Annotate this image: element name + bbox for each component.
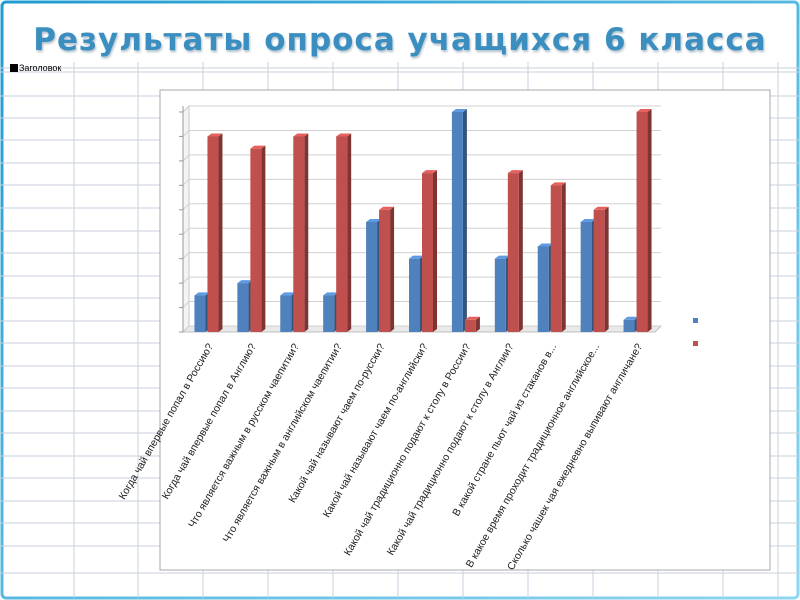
bar-red bbox=[379, 206, 395, 332]
bar-blue bbox=[580, 219, 596, 332]
bar-red bbox=[593, 206, 609, 332]
legend-swatch-blue bbox=[693, 318, 698, 323]
gridline bbox=[182, 154, 661, 162]
bar-blue bbox=[366, 219, 382, 332]
bar-red bbox=[250, 145, 266, 332]
bar-blue bbox=[237, 280, 253, 332]
bar-red bbox=[422, 170, 437, 332]
gridline bbox=[182, 227, 661, 235]
bar-blue bbox=[194, 292, 210, 332]
corner-label: Заголовок bbox=[10, 63, 61, 73]
bar-blue bbox=[280, 292, 296, 332]
bar-blue bbox=[623, 316, 639, 332]
gridline bbox=[182, 105, 661, 113]
gridline bbox=[182, 129, 661, 137]
corner-swatch bbox=[10, 64, 18, 72]
bar-blue bbox=[323, 292, 339, 332]
side-wall bbox=[182, 104, 190, 334]
bar-red bbox=[336, 133, 352, 332]
corner-label-text: Заголовок bbox=[19, 63, 62, 73]
bar-blue bbox=[494, 255, 510, 332]
legend bbox=[693, 318, 698, 346]
bar-red bbox=[507, 170, 523, 332]
bars bbox=[194, 109, 652, 332]
bar-red bbox=[464, 316, 480, 332]
gridline bbox=[182, 203, 661, 211]
bar-blue bbox=[537, 243, 553, 332]
gridline bbox=[182, 252, 661, 260]
bar-red bbox=[550, 182, 566, 332]
bar-red bbox=[207, 133, 223, 332]
gridline bbox=[182, 178, 661, 186]
bar-red bbox=[636, 109, 652, 332]
bar-blue bbox=[409, 255, 424, 332]
bar-red bbox=[293, 133, 309, 332]
bar-blue bbox=[451, 109, 467, 332]
slide-title: Результаты опроса учащихся 6 класса bbox=[33, 22, 767, 58]
legend-swatch-red bbox=[693, 341, 698, 346]
